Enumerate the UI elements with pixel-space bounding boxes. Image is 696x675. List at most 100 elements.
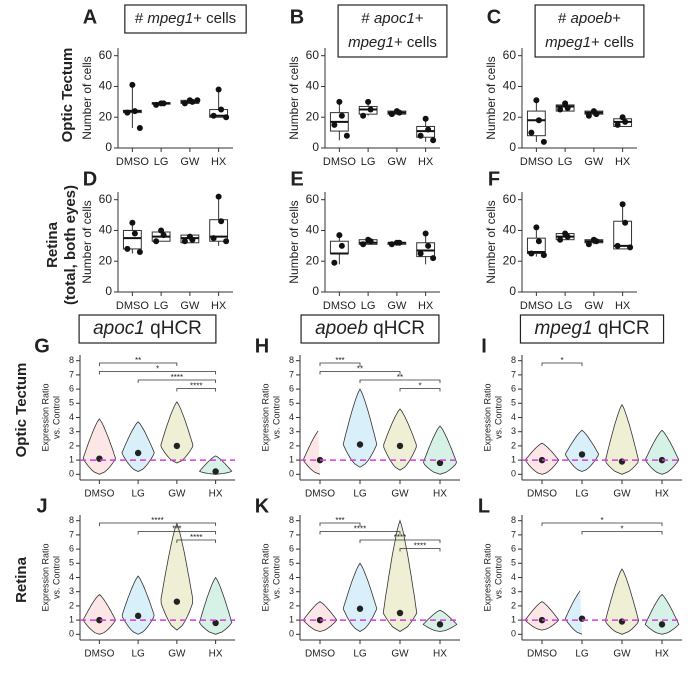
median-dot (578, 451, 586, 458)
data-point (422, 230, 429, 237)
x-tick-label: DMSO (323, 156, 356, 168)
y-tick-label: 0 (509, 140, 516, 154)
y-tick-label: 0 (69, 469, 74, 479)
median-dot (96, 616, 103, 624)
data-point (124, 245, 131, 252)
x-tick-label: LG (353, 489, 367, 500)
panel-title-group: # mpeg1+ cells (124, 4, 247, 34)
median-dot (356, 441, 364, 448)
x-tick-label: LG (154, 156, 169, 168)
violin (83, 593, 116, 635)
panel-title: # apoc1+ (361, 10, 423, 27)
panel-letter: D (83, 168, 97, 190)
y-tick-label: 5 (289, 558, 294, 568)
y-tick-label: 5 (511, 398, 516, 408)
x-tick-label: GW (584, 300, 604, 312)
title-segment: mpeg1 (147, 10, 193, 27)
x-tick-label: GW (387, 300, 407, 312)
title-box (300, 314, 440, 344)
title-segment: qHCR (145, 318, 202, 339)
x-tick-label: GW (180, 156, 200, 168)
x-tick-label: DMSO (84, 649, 114, 660)
significance-label: **** (171, 373, 183, 382)
significance-bracket (137, 379, 217, 383)
violin (604, 568, 640, 635)
y-tick-label: 1 (289, 454, 294, 464)
y-tick-label: 5 (511, 558, 516, 568)
title-segment: # (361, 10, 374, 27)
significance-bracket (359, 379, 441, 383)
y-tick-label: 8 (511, 515, 516, 525)
panel-letter: L (478, 495, 490, 517)
y-tick-label: 40 (99, 223, 113, 237)
x-tick-label: LG (131, 489, 145, 500)
y-tick-label: 40 (503, 223, 517, 237)
y-axis-label: Number of cells (287, 200, 301, 283)
y-tick-label: 0 (69, 629, 74, 639)
x-tick-label: DMSO (520, 156, 553, 168)
y-tick-label: 3 (289, 586, 294, 596)
y-tick-label: 0 (511, 469, 516, 479)
x-tick-label: LG (575, 649, 589, 660)
data-point (124, 109, 131, 116)
data-point (158, 227, 165, 234)
panel-letter: G (34, 335, 50, 357)
x-tick-label: DMSO (305, 489, 335, 500)
y-tick-label: 20 (306, 109, 320, 123)
data-point (160, 100, 167, 107)
y-tick-label: 0 (312, 140, 319, 154)
x-tick-label: LG (558, 156, 573, 168)
data-point (153, 101, 160, 108)
y-tick-label: 3 (69, 586, 74, 596)
y-tick-label: 1 (511, 454, 516, 464)
significance-bracket (399, 388, 441, 392)
significance-label: **** (190, 382, 202, 391)
panel-title: apoc1 qHCR (93, 318, 202, 339)
y-axis-label: vs. Control (271, 396, 281, 439)
panel-letter: J (36, 495, 47, 517)
median-dot (618, 458, 626, 465)
y-tick-label: 3 (511, 426, 516, 436)
x-tick-label: HX (615, 156, 631, 168)
y-axis-label: Number of cells (80, 56, 94, 139)
data-point (223, 114, 230, 121)
violin (525, 601, 559, 631)
panel-title-group: # apoeb+ mpeg1+ cells (534, 4, 645, 58)
median-dot (96, 455, 103, 462)
data-point (622, 118, 629, 125)
median-dot (173, 442, 181, 450)
y-tick-label: 0 (509, 284, 516, 298)
title-segment: + (415, 10, 424, 27)
row-label: Retina (13, 556, 30, 603)
significance-label: * (560, 356, 563, 365)
significance-label: *** (335, 516, 344, 525)
y-tick-label: 60 (306, 48, 320, 62)
row-label: Optic Tectum (59, 48, 76, 143)
y-axis-label: Expression Ratio (260, 543, 270, 611)
y-tick-label: 20 (503, 109, 517, 123)
y-tick-label: 7 (289, 369, 294, 379)
data-point (218, 106, 225, 113)
x-tick-label: LG (353, 649, 367, 660)
title-segment: apoeb (315, 318, 368, 339)
data-point (194, 97, 201, 104)
data-point (365, 98, 372, 105)
data-point (557, 106, 564, 113)
violin (644, 593, 680, 635)
significance-label: ** (397, 373, 403, 382)
data-point (614, 121, 621, 128)
data-point (215, 86, 222, 93)
y-tick-label: 4 (69, 412, 74, 422)
median-dot (212, 468, 219, 475)
y-tick-label: 60 (306, 192, 320, 206)
data-point (223, 238, 230, 245)
panel-letter: A (83, 6, 97, 28)
median-dot (356, 605, 364, 612)
title-segment: qHCR (368, 318, 425, 339)
data-point (562, 100, 569, 107)
significance-label: **** (414, 542, 426, 551)
data-point (540, 138, 547, 145)
y-tick-label: 8 (289, 355, 294, 365)
significance-label: * (418, 382, 421, 391)
data-point (396, 109, 403, 116)
